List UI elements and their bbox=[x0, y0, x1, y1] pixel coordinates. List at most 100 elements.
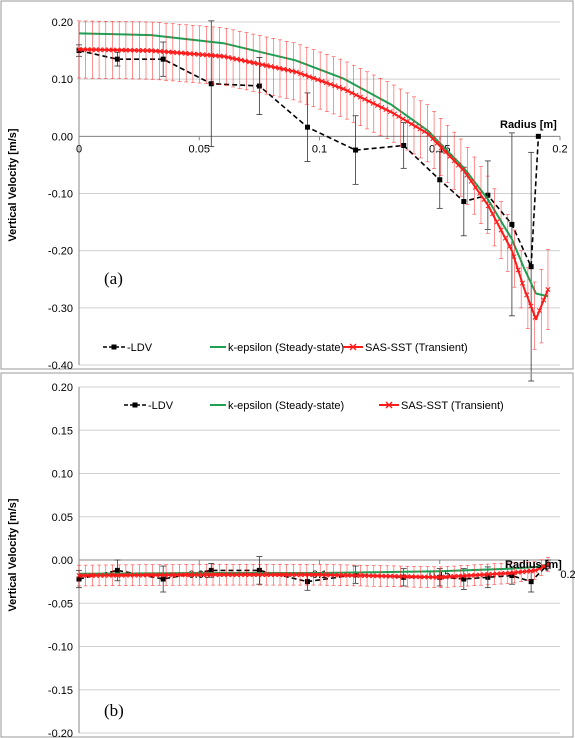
sas-marker bbox=[276, 65, 282, 71]
sas-marker bbox=[396, 573, 402, 579]
sas-marker bbox=[251, 60, 257, 66]
sas-marker bbox=[106, 572, 112, 578]
sas-marker bbox=[332, 83, 338, 89]
legend-swatch-marker bbox=[385, 401, 393, 409]
y-tick-label: -0.40 bbox=[48, 360, 73, 372]
sas-marker bbox=[148, 48, 155, 54]
sas-marker bbox=[485, 203, 491, 209]
sas-marker bbox=[187, 51, 193, 57]
sas-marker bbox=[114, 47, 120, 53]
panel-b-border bbox=[0, 372, 574, 738]
sas-marker bbox=[84, 47, 91, 53]
sas-marker bbox=[306, 572, 312, 578]
sas-marker bbox=[229, 572, 236, 578]
sas-marker bbox=[362, 96, 368, 102]
sas-marker bbox=[536, 566, 543, 572]
sas-marker bbox=[464, 172, 470, 178]
sas-marker bbox=[426, 574, 432, 580]
legend-item-k-epsilon-steady-state-: k-epsilon (Steady-state) bbox=[210, 400, 344, 412]
sas-marker bbox=[119, 572, 125, 578]
sas-marker bbox=[212, 53, 218, 59]
sas-marker bbox=[93, 572, 99, 579]
sas-marker bbox=[161, 49, 167, 55]
legend-item-sas-sst-transient-: SAS-SST (Transient) bbox=[343, 342, 468, 354]
sas-marker bbox=[332, 572, 338, 578]
legend-swatch-marker bbox=[111, 344, 117, 350]
x-tick-label: 0.1 bbox=[312, 143, 327, 155]
sas-marker bbox=[477, 572, 483, 578]
sas-marker bbox=[310, 75, 317, 81]
sas-marker bbox=[183, 572, 189, 578]
sas-marker bbox=[451, 158, 457, 164]
sas-marker bbox=[246, 572, 253, 578]
sas-marker bbox=[408, 574, 415, 580]
sas-marker bbox=[357, 573, 363, 579]
sas-marker bbox=[221, 53, 227, 59]
x-tick-label: 0 bbox=[76, 143, 82, 155]
sas-marker bbox=[502, 570, 508, 576]
sas-marker bbox=[165, 572, 172, 578]
sas-marker bbox=[507, 243, 513, 249]
ldv-marker bbox=[208, 567, 214, 573]
sas-marker bbox=[438, 574, 444, 580]
legend-swatch-marker bbox=[349, 343, 357, 351]
sas-marker bbox=[472, 184, 479, 190]
y-tick-label: 0.10 bbox=[52, 469, 73, 481]
sas-marker bbox=[349, 572, 355, 578]
y-tick-label: -0.10 bbox=[48, 189, 73, 201]
sas-marker bbox=[404, 118, 410, 125]
ldv-marker bbox=[304, 124, 310, 130]
sas-marker bbox=[536, 308, 543, 314]
series-line-k-epsilon-steady-state- bbox=[78, 32, 549, 298]
sas-marker bbox=[362, 573, 368, 579]
sas-marker bbox=[541, 563, 547, 570]
sas-marker bbox=[447, 574, 453, 580]
sas-marker bbox=[102, 572, 108, 578]
sas-marker bbox=[472, 572, 479, 578]
sas-marker bbox=[408, 121, 415, 127]
sas-marker bbox=[204, 572, 210, 578]
sas-marker bbox=[93, 47, 99, 53]
sas-marker bbox=[421, 128, 427, 135]
sas-marker bbox=[541, 297, 547, 303]
sas-marker bbox=[208, 52, 214, 58]
sas-marker bbox=[400, 573, 406, 580]
sas-marker bbox=[268, 63, 274, 70]
sas-marker bbox=[481, 196, 487, 203]
ldv-marker bbox=[528, 579, 534, 585]
sas-marker bbox=[221, 572, 227, 578]
sas-marker bbox=[340, 572, 346, 578]
sas-marker bbox=[76, 573, 82, 579]
sas-marker bbox=[127, 572, 133, 578]
sas-marker bbox=[234, 56, 240, 62]
sas-marker bbox=[238, 572, 244, 578]
sas-marker bbox=[498, 571, 504, 577]
sas-marker bbox=[485, 571, 491, 577]
y-tick-label: 0.00 bbox=[52, 555, 73, 567]
sas-marker bbox=[310, 572, 317, 578]
sas-marker bbox=[272, 572, 278, 578]
ldv-marker bbox=[114, 56, 120, 62]
panel-b-x-axis-title: Radius [m] bbox=[505, 559, 562, 571]
y-tick-label: -0.05 bbox=[48, 598, 73, 610]
sas-marker bbox=[417, 574, 423, 580]
sas-marker bbox=[366, 573, 372, 579]
sas-marker bbox=[468, 178, 474, 184]
sas-marker bbox=[434, 574, 440, 580]
sas-marker bbox=[460, 166, 466, 173]
sas-marker bbox=[200, 52, 206, 58]
sas-marker bbox=[443, 574, 449, 580]
panel-a-legend: -LDV k-epsilon (Steady-state) SAS-SST (Tra… bbox=[103, 342, 468, 354]
sas-marker bbox=[76, 46, 82, 52]
sas-marker bbox=[97, 47, 103, 53]
sas-marker bbox=[174, 50, 180, 56]
sas-marker bbox=[443, 149, 449, 155]
sas-marker bbox=[123, 47, 129, 53]
sas-marker bbox=[413, 574, 419, 580]
ldv-marker bbox=[160, 576, 166, 582]
sas-marker bbox=[110, 47, 116, 53]
sas-marker bbox=[421, 574, 427, 580]
sas-marker bbox=[387, 573, 393, 579]
sas-marker bbox=[187, 572, 193, 578]
sas-marker bbox=[255, 61, 261, 67]
